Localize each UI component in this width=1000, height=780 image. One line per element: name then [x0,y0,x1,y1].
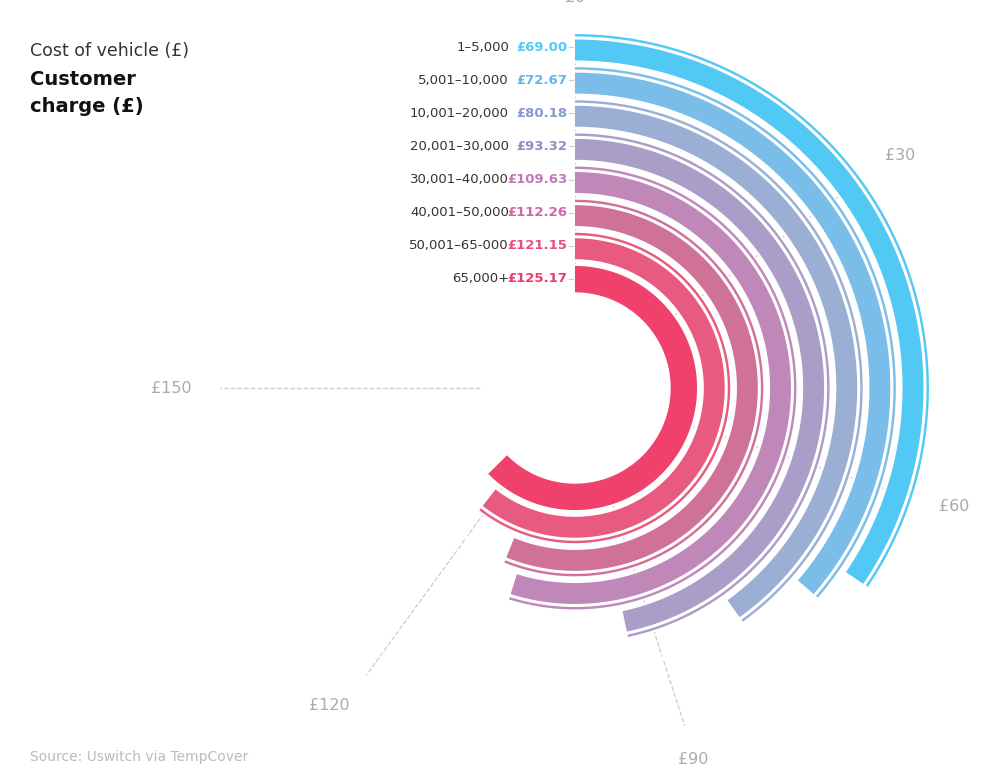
Text: £30: £30 [885,148,915,163]
Text: £150: £150 [151,381,192,395]
Text: 5,001–10,000: 5,001–10,000 [418,73,509,87]
Text: £109.63: £109.63 [507,173,567,186]
Text: £93.32: £93.32 [516,140,567,153]
Text: 1–5,000: 1–5,000 [456,41,509,54]
Text: £125.17: £125.17 [507,272,567,285]
Text: 10,001–20,000: 10,001–20,000 [410,107,509,120]
Polygon shape [487,265,698,511]
Text: £80.18: £80.18 [516,107,567,120]
Text: Cost of vehicle (£): Cost of vehicle (£) [30,42,189,60]
Text: £69.00: £69.00 [516,41,567,54]
Text: 50,001–65-000: 50,001–65-000 [409,239,509,252]
Text: £90: £90 [678,752,709,768]
Polygon shape [575,99,864,622]
Text: £72.67: £72.67 [516,73,567,87]
Text: 40,001–50,000: 40,001–50,000 [410,206,509,219]
Polygon shape [479,232,731,544]
Text: £60: £60 [939,499,970,514]
Text: charge (£): charge (£) [30,97,144,116]
Text: 30,001–40,000: 30,001–40,000 [410,173,509,186]
Polygon shape [575,66,897,598]
Polygon shape [575,33,930,587]
Polygon shape [509,165,797,611]
Text: Customer: Customer [30,70,136,89]
Text: 65,000+: 65,000+ [452,272,509,285]
Polygon shape [575,133,831,638]
Text: £0: £0 [565,0,585,5]
Text: 20,001–30,000: 20,001–30,000 [410,140,509,153]
Text: £121.15: £121.15 [507,239,567,252]
Text: Source: Uswitch via TempCover: Source: Uswitch via TempCover [30,750,248,764]
Text: £120: £120 [309,698,350,713]
Text: £112.26: £112.26 [507,206,567,219]
Polygon shape [504,199,764,577]
